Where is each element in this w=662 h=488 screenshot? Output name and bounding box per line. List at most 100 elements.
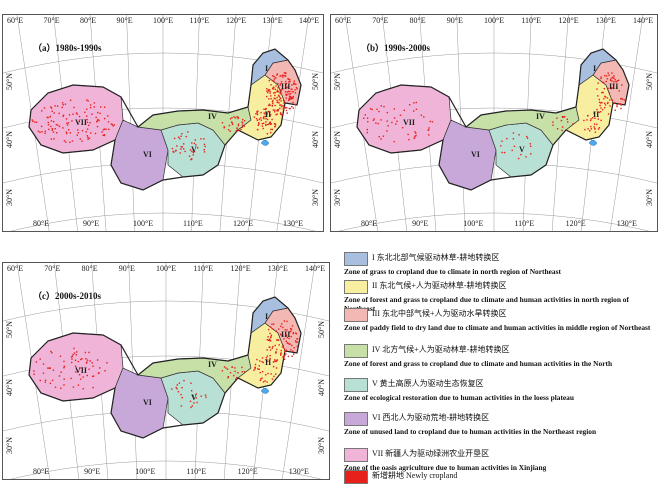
cropland-dot: [268, 79, 270, 82]
cropland-dot: [561, 129, 563, 132]
cropland-dot: [282, 100, 285, 102]
cropland-dot: [395, 123, 397, 125]
cropland-dot: [191, 150, 193, 153]
cropland-dot: [51, 128, 54, 130]
cropland-dot: [612, 76, 614, 78]
cropland-dot: [517, 157, 520, 160]
cropland-dot: [607, 101, 609, 104]
cropland-dot: [620, 103, 622, 106]
cropland-dot: [607, 87, 609, 90]
cropland-dot: [605, 80, 607, 83]
cropland-dot: [281, 323, 283, 325]
cropland-dot: [270, 373, 272, 375]
cropland-dot: [279, 113, 282, 115]
cropland-dot: [103, 117, 106, 120]
cropland-dot: [70, 356, 73, 358]
cropland-dot: [237, 123, 240, 125]
cropland-dot: [81, 140, 83, 142]
meridian-line: [126, 15, 135, 231]
cropland-dot: [267, 89, 270, 91]
cropland-dot: [609, 105, 611, 107]
cropland-dot: [241, 366, 243, 369]
cropland-dot: [274, 104, 276, 107]
cropland-dot: [66, 124, 69, 126]
cropland-dot: [231, 366, 233, 368]
cropland-dot: [107, 121, 110, 123]
cropland-dot: [49, 367, 51, 369]
cropland-dot: [506, 137, 508, 140]
cropland-dot: [47, 367, 49, 369]
cropland-dot: [277, 90, 279, 93]
cropland-dot: [86, 108, 88, 110]
cropland-dot: [178, 382, 181, 384]
cropland-dot: [606, 78, 609, 80]
cropland-dot: [393, 140, 395, 143]
cropland-dot: [399, 114, 402, 116]
cropland-dot: [85, 362, 88, 364]
cropland-dot: [386, 130, 388, 132]
cropland-dot: [235, 378, 237, 380]
cropland-dot: [594, 127, 596, 130]
cropland-dot: [620, 107, 622, 110]
cropland-dot: [260, 117, 262, 119]
cropland-dot: [60, 371, 62, 373]
cropland-dot: [616, 104, 618, 106]
cropland-dot: [54, 128, 56, 130]
cropland-dot: [231, 122, 233, 124]
lat-tick-left: 40°N: [333, 131, 342, 148]
cropland-dot: [556, 128, 559, 130]
cropland-dot: [292, 107, 294, 109]
lat-tick-right: 50°N: [645, 73, 654, 90]
cropland-dot: [552, 121, 554, 123]
cropland-dot: [285, 334, 288, 337]
cropland-dot: [54, 105, 56, 107]
cropland-dot: [65, 141, 67, 143]
cropland-dot: [525, 156, 527, 158]
lon-tick-top: 90°E: [446, 16, 463, 25]
zone-label-III: III: [609, 82, 619, 91]
cropland-dot: [266, 381, 268, 383]
cropland-dot: [590, 118, 592, 120]
cropland-dot: [286, 91, 289, 93]
cropland-dot: [236, 127, 238, 130]
cropland-dot: [272, 365, 275, 368]
cropland-dot: [292, 91, 294, 93]
cropland-dot: [295, 341, 297, 343]
cropland-dot: [53, 120, 55, 123]
cropland-dot: [33, 370, 35, 372]
cropland-dot: [269, 357, 271, 360]
cropland-dot: [86, 359, 89, 361]
cropland-dot: [39, 379, 41, 382]
cropland-dot: [73, 347, 75, 350]
legend: I 东北北部气候驱动林草-耕地转换区 Zone of grass to cropl…: [344, 252, 660, 484]
cropland-dot: [593, 123, 596, 125]
zone-label-IV: IV: [536, 112, 545, 121]
cropland-dot: [80, 358, 82, 361]
cropland-dot: [284, 329, 286, 331]
cropland-dot: [276, 110, 278, 112]
cropland-dot: [290, 330, 292, 332]
cropland-dot: [291, 106, 293, 108]
cropland-dot: [97, 372, 100, 375]
cropland-dot: [602, 81, 605, 84]
cropland-dot: [600, 119, 602, 122]
cropland-dot: [266, 133, 269, 135]
lon-tick-top: 100°E: [156, 264, 177, 273]
cropland-dot: [93, 102, 96, 104]
cropland-dot: [296, 341, 298, 343]
cropland-dot: [296, 345, 298, 347]
cropland-dot: [227, 377, 229, 379]
zone-label-I: I: [265, 312, 269, 321]
cropland-dot: [275, 114, 277, 116]
cropland-dot: [274, 94, 276, 97]
legend-label-cn: 新增耕地 Newly cropland: [372, 471, 458, 480]
cropland-dot: [382, 135, 385, 137]
cropland-dot: [281, 114, 283, 116]
cropland-dot: [225, 367, 227, 369]
cropland-dot: [102, 129, 105, 131]
cropland-dot: [204, 145, 206, 148]
zone-label-VII: VII: [75, 118, 88, 127]
cropland-dot: [270, 131, 272, 134]
cropland-dot: [90, 132, 92, 134]
cropland-dot: [84, 111, 86, 113]
